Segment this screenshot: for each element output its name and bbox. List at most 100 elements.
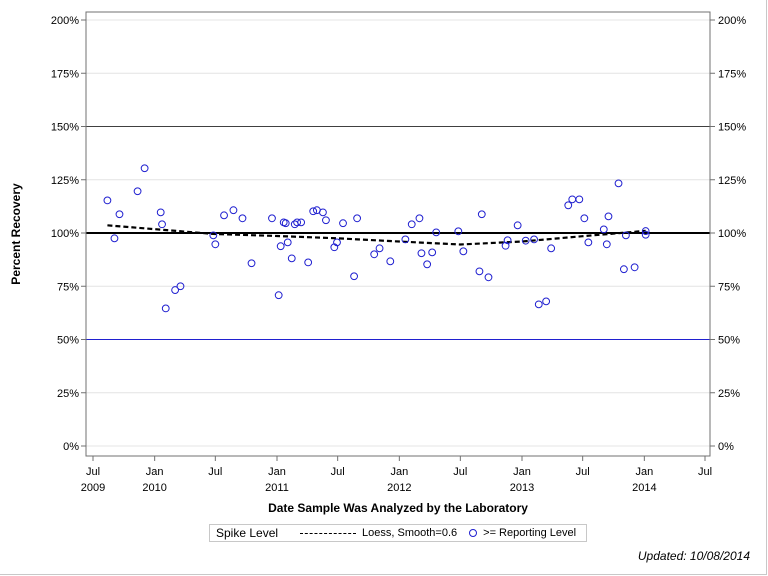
updated-timestamp: Updated: 10/08/2014 bbox=[637, 549, 750, 563]
legend: Spike Level Loess, Smooth=0.6 >= Reporti… bbox=[209, 524, 587, 542]
data-point bbox=[542, 297, 551, 306]
data-point bbox=[547, 244, 556, 253]
x-tick-label: Jan bbox=[390, 466, 408, 478]
data-point bbox=[276, 242, 285, 251]
data-point bbox=[503, 236, 512, 245]
data-point bbox=[115, 210, 124, 219]
y-tick-label-right: 50% bbox=[718, 335, 740, 347]
data-point bbox=[484, 273, 493, 282]
legend-title: Spike Level bbox=[216, 526, 279, 540]
data-point bbox=[171, 286, 180, 294]
y-tick-label: 150% bbox=[51, 122, 79, 134]
data-point bbox=[580, 214, 589, 223]
circle-marker-icon bbox=[469, 529, 478, 537]
x-tick-label: Jul bbox=[86, 466, 100, 478]
data-point bbox=[140, 164, 149, 173]
data-point bbox=[475, 267, 484, 276]
data-point bbox=[534, 300, 543, 309]
data-point bbox=[513, 221, 522, 230]
y-tick-label: 100% bbox=[51, 228, 79, 240]
data-point bbox=[602, 240, 611, 249]
data-point bbox=[604, 212, 613, 221]
x-tick-year-label: 2013 bbox=[510, 482, 534, 494]
data-point bbox=[156, 208, 165, 217]
x-tick-year-label: 2012 bbox=[387, 482, 411, 494]
data-point bbox=[319, 208, 327, 217]
data-point bbox=[454, 227, 463, 236]
plot-area bbox=[85, 11, 711, 457]
y-tick-label-right: 150% bbox=[718, 122, 746, 134]
data-point bbox=[407, 220, 416, 229]
data-point bbox=[229, 206, 238, 215]
data-point bbox=[281, 219, 290, 228]
data-point bbox=[401, 235, 410, 244]
x-tick-year-label: 2009 bbox=[81, 482, 105, 494]
data-point bbox=[459, 247, 468, 256]
data-point bbox=[220, 211, 228, 220]
data-point bbox=[103, 196, 112, 205]
data-point bbox=[322, 216, 330, 225]
x-tick-label: Jul bbox=[698, 466, 712, 478]
y-tick-label-right: 125% bbox=[718, 175, 746, 187]
data-point bbox=[521, 236, 530, 245]
x-tick-label: Jul bbox=[576, 466, 590, 478]
y-tick-label-right: 100% bbox=[718, 228, 746, 240]
legend-item-loess: Loess, Smooth=0.6 bbox=[362, 527, 458, 539]
data-point bbox=[209, 231, 218, 240]
data-point bbox=[297, 218, 306, 227]
data-point bbox=[353, 214, 362, 223]
y-tick-label: 200% bbox=[51, 15, 79, 27]
data-point bbox=[417, 249, 426, 258]
data-point bbox=[386, 257, 395, 266]
data-point bbox=[568, 195, 577, 204]
y-axis-title: Percent Recovery bbox=[9, 183, 23, 285]
data-point bbox=[238, 214, 247, 223]
data-point bbox=[428, 248, 437, 257]
data-point bbox=[333, 238, 341, 247]
data-point bbox=[133, 187, 142, 196]
y-tick-label-right: 25% bbox=[718, 388, 740, 400]
y-tick-label: 75% bbox=[57, 281, 79, 293]
y-tick-label: 0% bbox=[63, 441, 79, 453]
x-tick-year-label: 2010 bbox=[142, 482, 166, 494]
legend-item-reporting-level: >= Reporting Level bbox=[483, 527, 577, 539]
x-tick-label: Jan bbox=[268, 466, 286, 478]
x-tick-label: Jul bbox=[331, 466, 345, 478]
data-point bbox=[622, 231, 630, 240]
y-tick-label-right: 200% bbox=[718, 15, 746, 27]
data-point bbox=[415, 214, 424, 223]
data-point bbox=[432, 228, 441, 237]
data-point bbox=[274, 291, 283, 300]
data-point bbox=[423, 260, 432, 269]
data-point bbox=[247, 259, 256, 268]
x-tick-year-label: 2011 bbox=[265, 482, 289, 494]
data-point bbox=[350, 272, 358, 281]
x-tick-label: Jan bbox=[635, 466, 653, 478]
data-point bbox=[530, 235, 538, 244]
data-point bbox=[309, 207, 318, 216]
data-point bbox=[599, 225, 608, 234]
data-point bbox=[158, 220, 166, 229]
data-point bbox=[176, 282, 185, 291]
y-tick-label: 25% bbox=[57, 388, 79, 400]
data-point bbox=[619, 265, 628, 274]
y-tick-label: 175% bbox=[51, 68, 79, 80]
x-tick-year-label: 2014 bbox=[632, 482, 656, 494]
x-axis-title: Date Sample Was Analyzed by the Laborato… bbox=[268, 501, 528, 515]
data-point bbox=[477, 210, 486, 219]
loess-line bbox=[107, 224, 646, 246]
data-point bbox=[268, 214, 276, 223]
data-point bbox=[584, 238, 593, 247]
x-tick-label: Jul bbox=[208, 466, 222, 478]
y-tick-label-right: 175% bbox=[718, 68, 746, 80]
x-tick-label: Jul bbox=[453, 466, 467, 478]
data-point bbox=[564, 201, 573, 210]
dashed-line-icon bbox=[300, 532, 357, 534]
data-point bbox=[375, 244, 384, 253]
data-point bbox=[501, 241, 510, 250]
y-tick-label: 125% bbox=[51, 175, 79, 187]
x-tick-label: Jan bbox=[513, 466, 531, 478]
data-point bbox=[283, 238, 292, 247]
